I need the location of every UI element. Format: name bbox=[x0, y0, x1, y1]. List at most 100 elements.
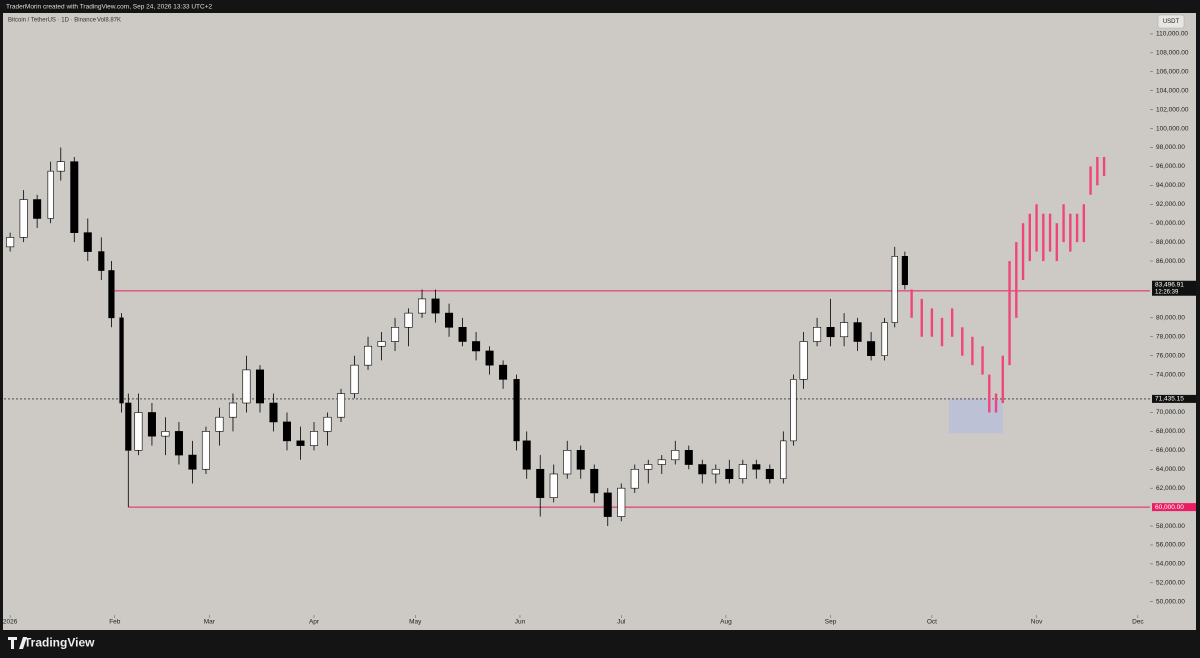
x-tick-label: Sep bbox=[825, 619, 837, 626]
projection-bar bbox=[1035, 204, 1038, 252]
y-tick-label: 70,000.00 bbox=[1156, 409, 1185, 416]
projection-bar bbox=[1062, 204, 1065, 243]
candle-body bbox=[98, 251, 105, 271]
candle-body bbox=[576, 450, 585, 470]
y-tick-label: 90,000.00 bbox=[1156, 220, 1185, 227]
candle-body bbox=[458, 327, 467, 342]
y-tick-label: 96,000.00 bbox=[1156, 163, 1185, 170]
x-tick-label: May bbox=[409, 619, 422, 626]
x-tick-label: Apr bbox=[309, 619, 320, 626]
y-tick-label: 88,000.00 bbox=[1156, 239, 1185, 246]
volume: Vol8.87K bbox=[97, 18, 121, 24]
projection-bar bbox=[1075, 213, 1079, 243]
y-tick-label: 54,000.00 bbox=[1156, 561, 1185, 568]
y-tick-label: 58,000.00 bbox=[1156, 523, 1185, 530]
price-tag bbox=[1152, 280, 1196, 296]
candle-body bbox=[337, 393, 346, 418]
candle-body bbox=[445, 312, 454, 328]
candle-body bbox=[630, 468, 639, 489]
y-tick-label: 52,000.00 bbox=[1156, 580, 1185, 587]
candle-body bbox=[70, 161, 79, 233]
y-tick-label: 80,000.00 bbox=[1156, 315, 1185, 322]
x-tick-label: Oct bbox=[927, 619, 937, 626]
candle-body bbox=[364, 345, 373, 366]
symbol: Bitcoin / TetherUS · 1D · Binance bbox=[8, 18, 97, 24]
candle-body bbox=[499, 364, 508, 380]
candle-body bbox=[684, 450, 693, 465]
y-tick-label: 110,000.00 bbox=[1156, 31, 1188, 38]
candle-body bbox=[161, 431, 170, 437]
candle-body bbox=[603, 492, 612, 517]
candle-body bbox=[134, 412, 143, 451]
price-tag bbox=[1152, 394, 1196, 403]
candle-body bbox=[201, 431, 210, 470]
candle-body bbox=[309, 431, 319, 446]
candle-body bbox=[617, 487, 626, 517]
candle-body bbox=[657, 459, 666, 465]
candle-body bbox=[867, 341, 876, 356]
candle-body bbox=[725, 468, 734, 480]
candle-body bbox=[799, 341, 808, 380]
candle-body bbox=[147, 412, 156, 437]
x-tick-label: Jun bbox=[515, 619, 526, 626]
projection-bar bbox=[1082, 204, 1086, 243]
brand-logo: TradingView bbox=[8, 636, 95, 650]
x-tick-label: Mar bbox=[204, 619, 216, 626]
projection-bar bbox=[1089, 166, 1092, 195]
projection-bar bbox=[1042, 213, 1045, 262]
x-tick-label: Jul bbox=[617, 619, 626, 626]
x-tick-label: Aug bbox=[720, 619, 732, 626]
x-tick-label: Feb bbox=[109, 619, 121, 626]
y-tick-label: 104,000.00 bbox=[1156, 87, 1189, 94]
y-tick-label: 92,000.00 bbox=[1156, 201, 1185, 208]
candle-body bbox=[296, 440, 305, 446]
candle-body bbox=[242, 369, 251, 404]
candle-body bbox=[536, 468, 545, 498]
y-tick-label: 66,000.00 bbox=[1156, 447, 1185, 454]
y-tick-label: 100,000.00 bbox=[1156, 125, 1189, 132]
y-tick-label: 68,000.00 bbox=[1156, 428, 1185, 435]
candle-body bbox=[377, 341, 386, 347]
candle-body bbox=[485, 350, 494, 366]
y-tick-label: 62,000.00 bbox=[1156, 485, 1185, 492]
candle-body bbox=[47, 170, 54, 219]
price-tag bbox=[1152, 503, 1196, 512]
y-tick-label: 50,000.00 bbox=[1156, 598, 1185, 605]
currency[interactable]: USDT bbox=[1163, 19, 1180, 25]
candle-body bbox=[780, 440, 787, 480]
y-tick-label: 102,000.00 bbox=[1156, 106, 1189, 113]
zone bbox=[948, 399, 1003, 434]
candle-body bbox=[431, 298, 440, 314]
currency-box[interactable] bbox=[1157, 14, 1185, 29]
y-tick-label: 86,000.00 bbox=[1156, 258, 1185, 265]
candle-body bbox=[119, 317, 124, 404]
candle-body bbox=[698, 464, 707, 475]
candle-body bbox=[513, 379, 520, 442]
candle-body bbox=[391, 327, 400, 342]
candle-body bbox=[6, 237, 15, 248]
x-tick-label: Nov bbox=[1031, 619, 1043, 626]
projection-bar bbox=[1015, 242, 1018, 318]
projection-bar bbox=[994, 393, 998, 413]
y-tick-label: 56,000.00 bbox=[1156, 542, 1185, 549]
candle-body bbox=[790, 379, 797, 442]
candle-body bbox=[711, 468, 720, 475]
candle-body bbox=[174, 431, 183, 456]
candle-body bbox=[33, 199, 42, 219]
chart-panel bbox=[3, 13, 1196, 630]
credit: TraderMorin created with TradingView.com… bbox=[6, 4, 213, 11]
candle-body bbox=[269, 402, 278, 423]
brand: TradingView bbox=[24, 636, 95, 650]
price-tag-label: 60,000.00 bbox=[1155, 504, 1184, 511]
y-tick-label: 78,000.00 bbox=[1156, 333, 1185, 340]
projection-bar bbox=[910, 289, 913, 318]
candle-body bbox=[255, 369, 264, 404]
candle-body bbox=[19, 199, 28, 238]
projection-bar bbox=[1055, 223, 1059, 262]
projection-bar bbox=[1008, 261, 1011, 366]
projection-bar bbox=[961, 327, 964, 356]
candle-body bbox=[644, 464, 653, 470]
x-tick-label: Dec bbox=[1132, 619, 1144, 626]
candle-body bbox=[563, 450, 572, 475]
